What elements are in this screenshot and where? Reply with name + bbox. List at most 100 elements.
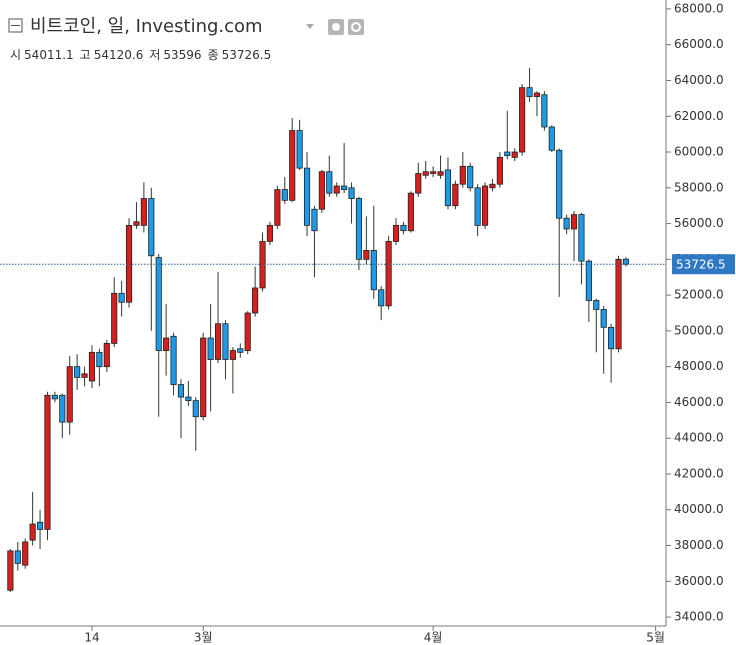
candle-body <box>118 292 125 303</box>
candle-body <box>303 167 311 226</box>
candle-body <box>385 241 392 307</box>
ohlc-label: 저 <box>149 48 160 62</box>
candle-body <box>44 394 51 530</box>
candle-body <box>533 92 541 97</box>
candle-body <box>177 384 185 398</box>
x-tick-label: 3월 <box>194 631 213 645</box>
last-price-box <box>672 254 735 275</box>
candle-body <box>96 351 103 368</box>
candle-body <box>222 323 229 360</box>
candle-body <box>296 130 303 169</box>
y-tick-label: 36000.0 <box>674 574 724 588</box>
ohlc-value: 53596 <box>163 48 201 62</box>
candle-body <box>66 366 73 423</box>
candle-body <box>170 335 177 385</box>
ohlc-label: 시 <box>10 48 21 62</box>
x-tick-label: 5월 <box>646 631 665 645</box>
y-tick-label: 48000.0 <box>674 359 724 373</box>
candle-body <box>392 224 400 242</box>
y-tick-label: 40000.0 <box>674 502 724 516</box>
candle-body <box>266 224 274 242</box>
y-tick-label: 68000.0 <box>674 1 724 15</box>
y-tick-label: 64000.0 <box>674 73 724 87</box>
candle-body <box>318 171 325 210</box>
candle-body <box>504 151 511 157</box>
y-tick-label: 66000.0 <box>674 37 724 51</box>
candle-body <box>341 185 348 190</box>
candle-body <box>541 94 548 128</box>
candle-body <box>22 541 29 566</box>
y-tick-label: 60000.0 <box>674 145 724 159</box>
y-tick-label: 42000.0 <box>674 466 724 480</box>
y-tick-label: 58000.0 <box>674 180 724 194</box>
candle-body <box>615 258 622 350</box>
candle-body <box>556 149 563 219</box>
x-tick-label: 14 <box>84 631 99 645</box>
candle-body <box>511 151 518 158</box>
candle-body <box>14 550 21 564</box>
ohlc-row: 시 54011.1 고 54120.6 저 53596 종 53726.5 <box>10 48 271 62</box>
candle-body <box>200 337 207 418</box>
candle-body <box>29 523 36 541</box>
candle-body <box>355 198 363 260</box>
y-tick-label: 38000.0 <box>674 538 724 552</box>
candle-body <box>74 366 81 378</box>
collapse-icon[interactable] <box>8 18 23 33</box>
candle-body <box>563 217 570 230</box>
candle-body <box>111 292 118 344</box>
candle-body <box>407 192 414 232</box>
ohlc-value: 54120.6 <box>94 48 144 62</box>
candle-body <box>163 337 170 351</box>
candle-body <box>244 312 251 351</box>
candle-body <box>378 289 385 307</box>
candle-body <box>311 208 318 232</box>
candle-body <box>333 185 340 194</box>
ohlc-label: 고 <box>80 48 91 62</box>
y-tick-label: 56000.0 <box>674 216 724 230</box>
candle-body <box>415 173 422 194</box>
candle-body <box>437 171 444 176</box>
candle-body <box>140 198 147 226</box>
candle-body <box>459 165 466 185</box>
dropdown-arrow[interactable] <box>306 24 314 29</box>
candle-body <box>578 214 585 262</box>
candle-body <box>444 169 452 207</box>
candle-body <box>148 198 155 257</box>
candle-body <box>155 257 162 351</box>
candle-body <box>496 156 503 185</box>
candle-body <box>88 351 96 382</box>
y-tick-label: 34000.0 <box>674 610 724 624</box>
candle-body <box>7 550 14 591</box>
candle-body <box>548 126 555 151</box>
y-tick-label: 52000.0 <box>674 288 724 302</box>
candle-body <box>474 187 481 226</box>
y-tick-label: 44000.0 <box>674 431 724 445</box>
candle-body <box>600 309 607 328</box>
candle-body <box>81 373 88 378</box>
candle-body <box>481 185 489 226</box>
candle-body <box>526 87 533 97</box>
candle-body <box>326 171 333 194</box>
y-tick-label: 46000.0 <box>674 395 724 409</box>
candle-body <box>585 260 592 301</box>
gear-icon[interactable] <box>348 19 364 35</box>
candle-body <box>51 394 58 400</box>
candle-body <box>489 183 496 189</box>
candle-body <box>185 396 192 402</box>
settings-icon-dot <box>332 23 340 31</box>
candle-body <box>229 350 236 360</box>
candle-body <box>370 249 377 291</box>
candle-body <box>363 249 370 260</box>
ohlc-value: 53726.5 <box>222 48 272 62</box>
gear-icon-ring <box>351 22 361 32</box>
candle-body <box>519 87 526 153</box>
candle-body <box>608 326 615 350</box>
candle-body <box>237 348 244 353</box>
candle-body <box>192 400 199 418</box>
candle-body <box>103 343 110 368</box>
candle-body <box>452 183 459 207</box>
candle-body <box>400 224 407 232</box>
candle-body <box>622 258 630 265</box>
